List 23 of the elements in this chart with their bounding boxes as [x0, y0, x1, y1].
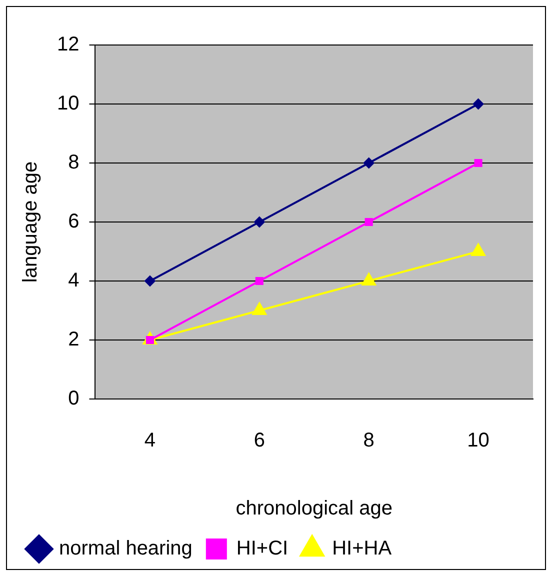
point: [363, 158, 374, 168]
x-tick-label: 10: [467, 430, 490, 452]
point: [472, 98, 484, 110]
y-tick-label: 0: [68, 388, 80, 410]
x-tick-label: 6: [254, 430, 265, 452]
point: [254, 216, 265, 228]
y-tick-label: 8: [68, 152, 80, 174]
y-tick-label: 2: [68, 328, 80, 351]
x-tick-label: 8: [363, 430, 374, 452]
y-tick-label: 4: [68, 270, 80, 292]
y-tick-label: 12: [56, 34, 80, 56]
y-tick-label: 10: [56, 92, 80, 115]
point: [364, 218, 373, 226]
point: [255, 276, 264, 286]
point: [144, 276, 156, 286]
x-tick-label: 4: [144, 430, 156, 452]
y-axis-title: language age: [20, 161, 42, 283]
legend-label: HI+CI: [236, 538, 288, 560]
legend-label: normal hearing: [59, 538, 192, 560]
legend-label: HI+HA: [332, 538, 392, 560]
point: [474, 158, 482, 168]
x-axis-title: chronological age: [236, 498, 393, 520]
y-tick-label: 6: [68, 210, 80, 233]
